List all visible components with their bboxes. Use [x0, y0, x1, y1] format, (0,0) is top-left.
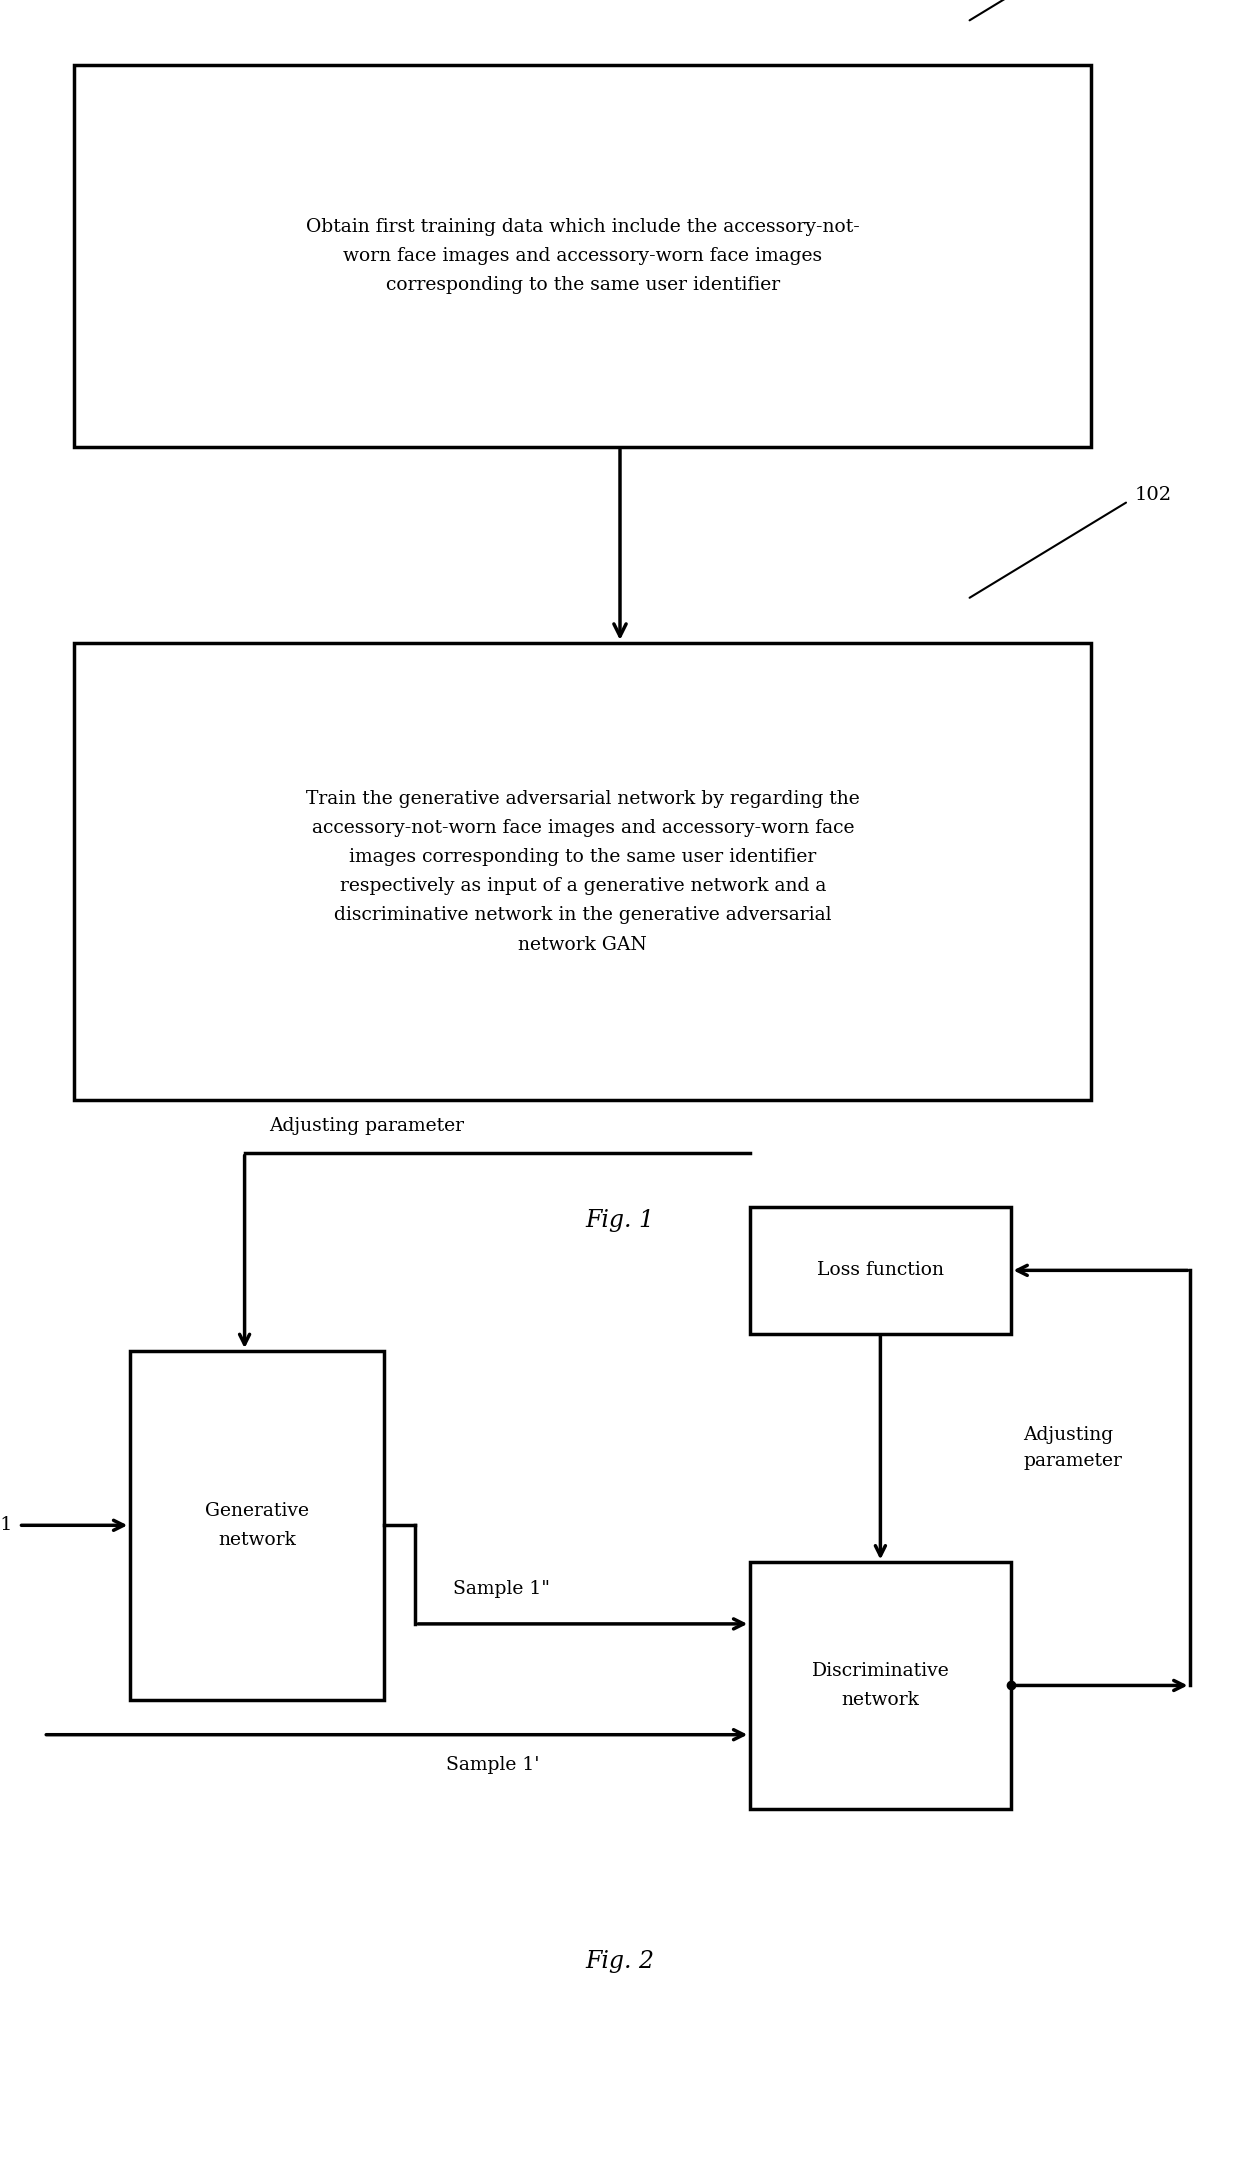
Text: 102: 102	[1135, 486, 1172, 503]
Text: Fig. 1: Fig. 1	[585, 1209, 655, 1231]
Text: Sample 1': Sample 1'	[446, 1756, 539, 1774]
Text: Discriminative
network: Discriminative network	[811, 1663, 950, 1708]
FancyBboxPatch shape	[74, 65, 1091, 447]
FancyBboxPatch shape	[130, 1351, 384, 1700]
FancyBboxPatch shape	[750, 1562, 1011, 1809]
Text: Generative
network: Generative network	[206, 1501, 309, 1549]
FancyBboxPatch shape	[750, 1207, 1011, 1334]
Text: Adjusting parameter: Adjusting parameter	[269, 1118, 465, 1135]
Text: Train the generative adversarial network by regarding the
accessory-not-worn fac: Train the generative adversarial network…	[306, 789, 859, 954]
Text: Fig. 2: Fig. 2	[585, 1950, 655, 1972]
Text: Sample 1: Sample 1	[0, 1517, 12, 1534]
Text: Sample 1": Sample 1"	[453, 1580, 549, 1597]
Text: Adjusting
parameter: Adjusting parameter	[1023, 1425, 1122, 1471]
FancyBboxPatch shape	[74, 643, 1091, 1100]
Text: Loss function: Loss function	[817, 1262, 944, 1279]
Text: Obtain first training data which include the accessory-not-
worn face images and: Obtain first training data which include…	[306, 218, 859, 294]
